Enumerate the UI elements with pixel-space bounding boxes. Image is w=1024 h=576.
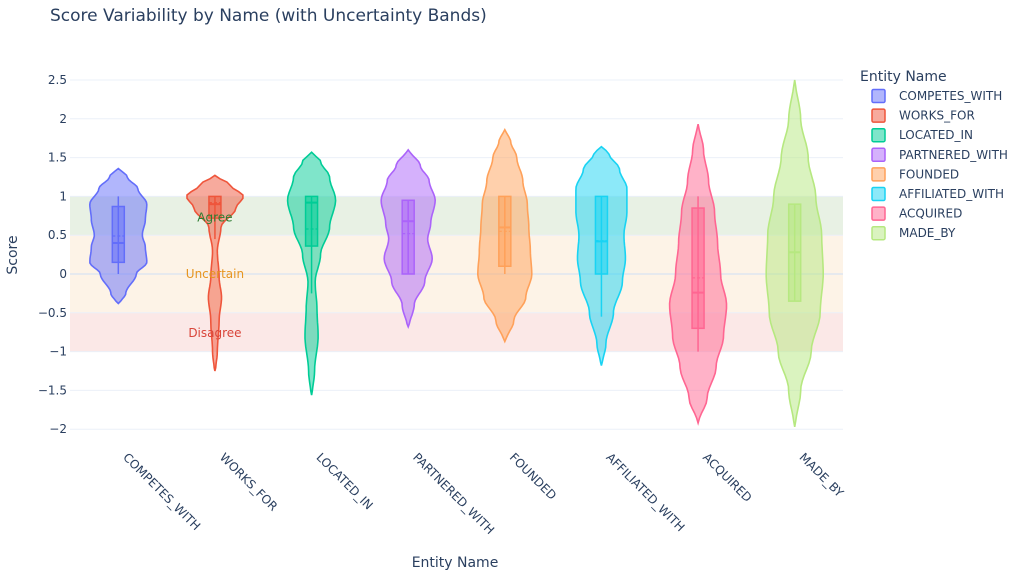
- legend-label: PARTNERED_WITH: [899, 148, 1008, 162]
- legend-item-competes-with: COMPETES_WITH: [871, 88, 1002, 104]
- violin-partnered-with: [380, 148, 437, 330]
- chart-title: Score Variability by Name (with Uncertai…: [50, 6, 487, 26]
- legend-swatch: [871, 108, 886, 123]
- y-tick-label: 0.5: [48, 228, 67, 242]
- band-label-agree: Agree: [197, 210, 232, 224]
- legend-item-acquired: ACQUIRED: [871, 206, 962, 221]
- y-tick-label: −2: [49, 422, 67, 436]
- violin-located-in: [286, 151, 337, 396]
- y-axis-ticks: 2.5 2 1.5 1 0.5 0 −0.5 −1 −1.5 −2: [38, 73, 67, 436]
- legend-title: Entity Name: [860, 69, 947, 85]
- y-tick-label: 2.5: [48, 73, 67, 87]
- legend-swatch: [871, 186, 886, 202]
- violin-plots: [88, 79, 824, 428]
- box-iqr: [691, 207, 705, 330]
- y-tick-label: −1.5: [38, 383, 67, 397]
- box-iqr: [594, 195, 609, 275]
- legend-swatch: [871, 88, 886, 104]
- legend-swatch: [871, 147, 886, 163]
- legend-swatch: [871, 206, 886, 221]
- legend: Entity Name COMPETES_WITH WORKS_FOR LOCATE…: [860, 69, 1008, 241]
- band-agree: [70, 196, 843, 236]
- violin-founded: [476, 128, 533, 344]
- legend-item-partnered-with: PARTNERED_WITH: [871, 147, 1008, 163]
- violin-body: [186, 174, 244, 372]
- legend-label: ACQUIRED: [899, 207, 962, 221]
- x-axis-title: Entity Name: [412, 555, 499, 571]
- legend-label: COMPETES_WITH: [899, 89, 1002, 103]
- legend-item-affiliated-with: AFFILIATED_WITH: [871, 186, 1004, 202]
- band-label-uncertain: Uncertain: [186, 267, 244, 281]
- legend-label: WORKS_FOR: [899, 109, 975, 123]
- legend-label: AFFILIATED_WITH: [899, 187, 1004, 201]
- legend-item-founded: FOUNDED: [871, 167, 959, 182]
- y-tick-label: 2: [59, 112, 67, 126]
- band-label-disagree: Disagree: [188, 326, 241, 340]
- legend-item-made-by: MADE_BY: [871, 225, 956, 241]
- box-iqr: [208, 195, 222, 219]
- legend-swatch: [871, 127, 886, 143]
- legend-label: FOUNDED: [899, 167, 959, 181]
- legend-label: MADE_BY: [899, 226, 956, 240]
- y-axis-title: Score: [5, 235, 21, 274]
- violin-works-for: [186, 174, 244, 372]
- violin-competes-with: [88, 167, 148, 305]
- legend-item-located-in: LOCATED_IN: [871, 127, 973, 143]
- legend-swatch: [871, 225, 886, 241]
- legend-item-works-for: WORKS_FOR: [871, 108, 975, 123]
- legend-swatch: [871, 167, 886, 182]
- violin-acquired: [668, 124, 728, 426]
- y-tick-label: 1.5: [48, 151, 67, 165]
- box-iqr: [111, 205, 126, 264]
- band-disagree: [70, 312, 843, 352]
- violin-affiliated-with: [575, 145, 628, 366]
- y-tick-label: 1: [59, 189, 67, 203]
- box-iqr: [401, 199, 415, 275]
- legend-label: LOCATED_IN: [899, 128, 973, 142]
- band-labels: Agree Uncertain Disagree: [186, 210, 244, 340]
- violin-made-by: [765, 79, 824, 428]
- y-tick-label: −1: [49, 345, 67, 359]
- y-tick-label: 0: [59, 267, 67, 281]
- y-tick-label: −0.5: [38, 306, 67, 320]
- box-iqr: [304, 195, 319, 247]
